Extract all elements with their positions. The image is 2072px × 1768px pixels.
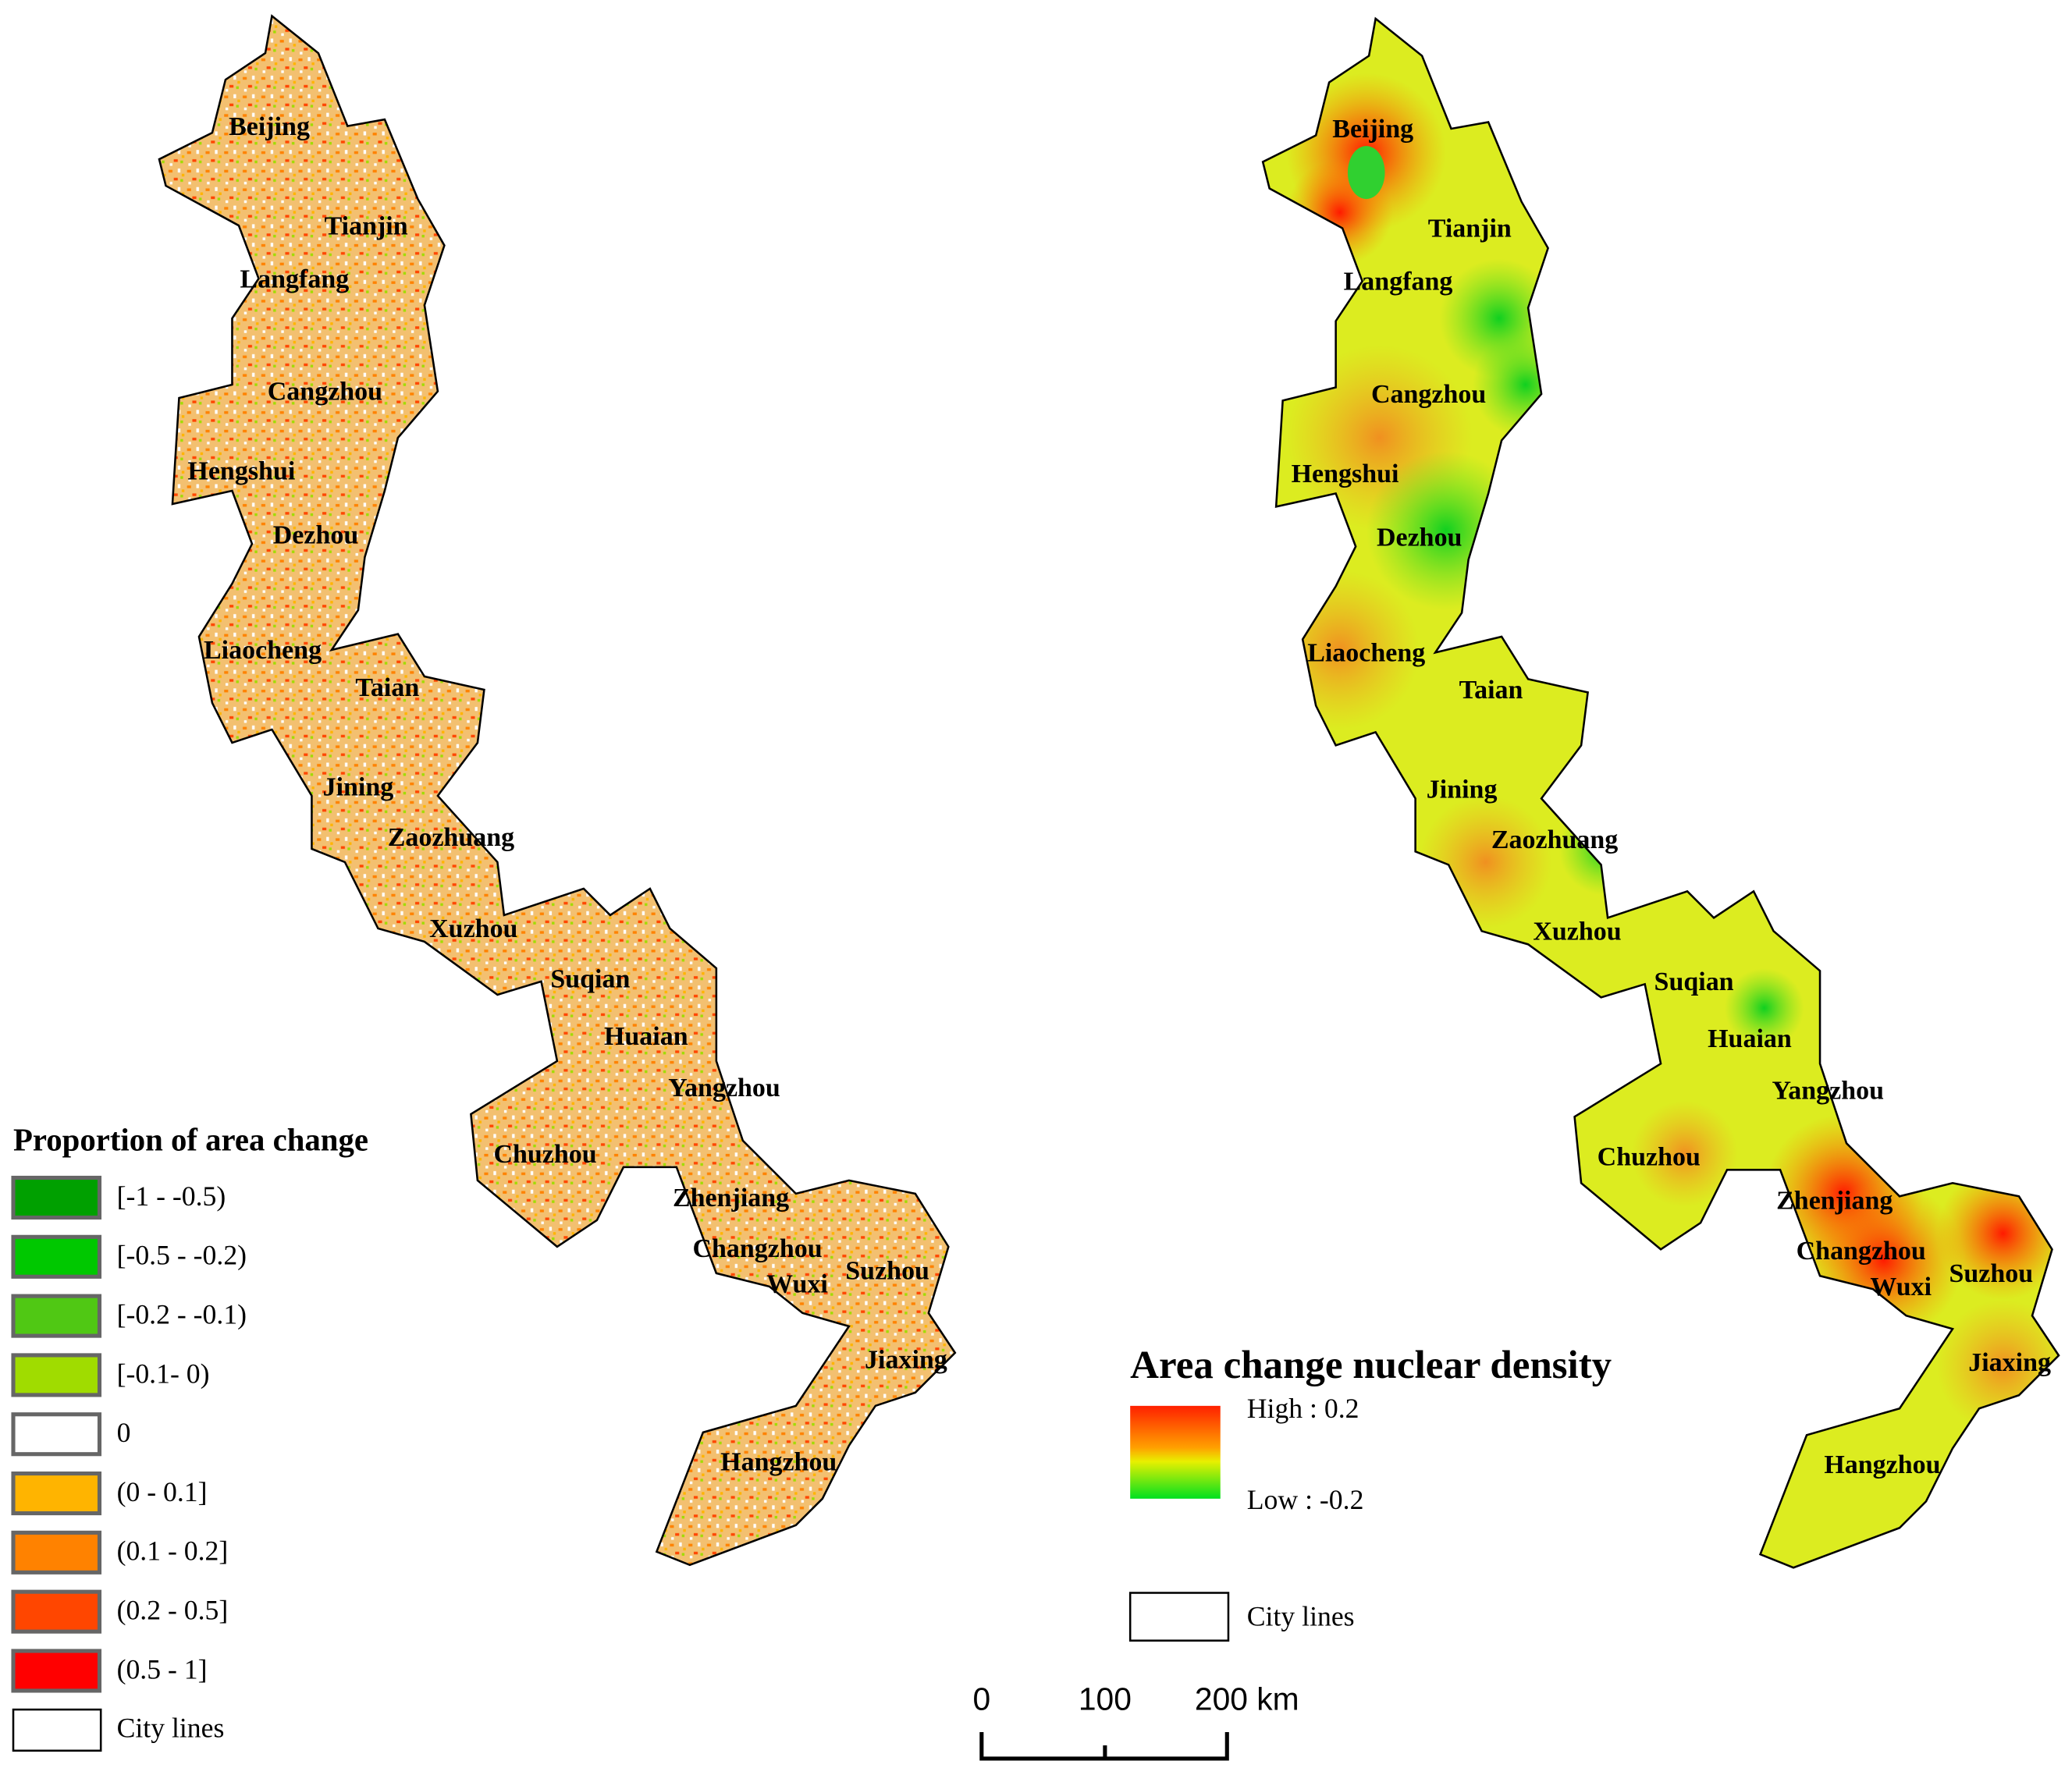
legend-label: High : 0.2 [1247,1393,1359,1424]
legend-swatch [11,1294,102,1338]
city-label: Xuzhou [1533,918,1621,946]
city-label: Beijing [229,112,310,141]
city-label: Cangzhou [1371,380,1486,409]
legend-label: [-0.1- 0) [117,1358,210,1389]
density-blob [1724,967,1804,1048]
city-label: Jining [323,772,394,801]
city-label: Xuzhou [429,914,517,943]
legend-swatch [11,1412,102,1457]
legend-swatch [11,1530,102,1575]
city-label: Dezhou [1377,524,1462,552]
region-outline [1261,16,2060,1569]
city-label: Yangzhou [1772,1077,1884,1106]
city-label: Dezhou [273,520,359,549]
city-label: Zhenjiang [673,1184,789,1212]
legend-label: (0.5 - 1] [117,1653,208,1685]
city-label: Yangzhou [668,1074,780,1102]
scale-bar: 0 100 200 km [972,1681,1299,1761]
city-label: Changzhou [692,1234,822,1263]
city-label: Suqian [1654,967,1734,996]
city-label: Hengshui [1292,460,1399,488]
legend-label: Low : -0.2 [1247,1484,1364,1515]
legend-swatch [12,1708,102,1752]
legend-label: City lines [117,1712,225,1743]
city-label: Hengshui [187,457,295,486]
city-label: Liaocheng [204,636,322,665]
density-blob [1347,146,1385,200]
city-label: Tianjin [325,211,408,240]
legend-swatch [1128,1592,1230,1642]
legend-label: City lines [1247,1601,1355,1632]
city-label: Liaocheng [1307,639,1425,668]
city-label: Taian [1459,676,1523,705]
city-label: Zaozhuang [388,823,514,852]
legend-swatch [11,1234,102,1279]
city-label: Zhenjiang [1776,1187,1893,1216]
density-blob [1472,332,1579,438]
legend-label: (0.2 - 0.5] [117,1595,229,1626]
city-label: Chuzhou [1598,1142,1701,1171]
legend-swatch [11,1589,102,1634]
city-label: Jining [1427,776,1498,804]
city-label: Hangzhou [1824,1450,1940,1479]
legend-label: (0.1 - 0.2] [117,1535,229,1567]
legend-label: [-0.5 - -0.2) [117,1240,247,1271]
city-label: Langfang [1344,268,1453,296]
city-label: Jiaxing [1968,1348,2051,1377]
city-label: Cangzhou [268,378,382,406]
scale-label: 200 km [1195,1681,1299,1717]
legend-label: [-0.2 - -0.1) [117,1298,247,1330]
city-label: Taian [355,673,419,702]
region [158,14,957,1567]
legend-label: (0 - 0.1] [117,1476,208,1507]
city-label: Huaian [1708,1024,1792,1053]
city-label: Zaozhuang [1491,825,1618,854]
legend-label: [-1 - -0.5) [117,1180,226,1212]
city-label: Wuxi [766,1270,828,1299]
legend-title: Area change nuclear density [1130,1344,1612,1387]
city-label: Changzhou [1797,1237,1926,1266]
legend-swatch [11,1353,102,1397]
legend-swatch [11,1471,102,1516]
city-label: Suzhou [845,1257,929,1286]
city-label: Beijing [1332,115,1413,144]
legend-swatch [11,1649,102,1693]
city-label: Suzhou [1949,1259,2033,1288]
scale-line [979,1731,1229,1761]
density-blob [1631,1100,1738,1207]
scale-label: 0 [972,1681,990,1717]
city-label: Tianjin [1428,215,1512,243]
city-label: Chuzhou [493,1140,596,1169]
city-label: Suqian [550,965,630,994]
city-label: Huaian [604,1022,688,1051]
city-label: Hangzhou [720,1447,837,1476]
legend-title: Proportion of area change [13,1123,368,1158]
city-label: Jiaxing [865,1346,947,1375]
legend-label: 0 [117,1417,131,1448]
city-label: Langfang [240,264,349,293]
legend-swatch [11,1175,102,1220]
scale-label: 100 [1079,1681,1132,1717]
left-map: Beijing Tianjin Langfang Cangzhou Hengshui De… [158,14,957,1567]
city-label: Wuxi [1870,1273,1932,1301]
density-ramp [1130,1405,1221,1499]
legends: Proportion of area change City lines Are… [11,1123,1612,1752]
